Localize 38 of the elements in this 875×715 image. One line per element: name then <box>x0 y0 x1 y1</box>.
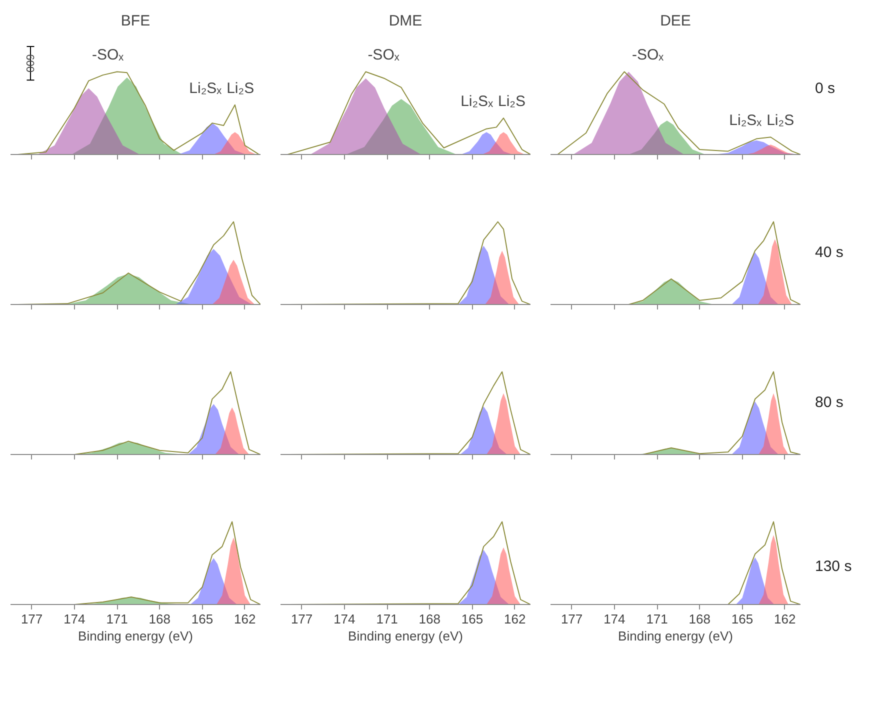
y2-axis-title: 40 s <box>815 243 844 264</box>
annotation: Li₂Sₓ <box>189 80 222 97</box>
text: -SOₓ <box>92 46 124 64</box>
x-tick-label: 168 <box>688 612 711 626</box>
text: -SOₓ <box>368 46 400 64</box>
x-tick-label: 174 <box>334 612 356 626</box>
x-tick-label: 168 <box>418 612 441 626</box>
x-tick-label: 165 <box>191 612 214 626</box>
chart-title: BFE <box>120 12 150 30</box>
x-tick-label: 171 <box>376 612 398 626</box>
x-tick-label: 171 <box>646 612 668 626</box>
text: -SOₓ <box>632 46 664 64</box>
x-tick-label: 177 <box>290 612 313 626</box>
x-axis-title: Binding energy (eV) <box>348 628 463 644</box>
x-tick-label: 162 <box>504 612 526 626</box>
annotation: Li₂S <box>498 93 526 110</box>
chart-title: DME <box>388 12 422 30</box>
x-tick-label: 177 <box>560 612 583 626</box>
y2-axis-title: 130 s <box>815 557 852 578</box>
x-tick-label: 174 <box>64 612 86 626</box>
annotation: Li₂Sₓ <box>729 112 762 130</box>
chart-title: DEE <box>660 12 691 30</box>
y2-axis-title: 80 s <box>815 393 844 414</box>
annotation: Li₂S <box>226 80 254 97</box>
x-axis-title: Binding energy (eV) <box>78 628 193 644</box>
x-tick-label: 162 <box>774 612 796 626</box>
x-tick-label: 165 <box>731 612 754 626</box>
annotation: Li₂Sₓ <box>460 93 494 110</box>
x-tick-label: 162 <box>234 612 256 626</box>
x-tick-label: 165 <box>461 612 484 626</box>
x-tick-label: 171 <box>106 612 128 626</box>
x-tick-label: 174 <box>604 612 626 626</box>
x-tick-label: 177 <box>20 612 43 626</box>
annotation: 600 <box>24 54 36 72</box>
y2-axis-title: 0 s <box>815 79 836 100</box>
annotation: Li₂S <box>766 112 794 130</box>
x-tick-label: 168 <box>148 612 171 626</box>
x-axis-title: Binding energy (eV) <box>618 628 733 644</box>
